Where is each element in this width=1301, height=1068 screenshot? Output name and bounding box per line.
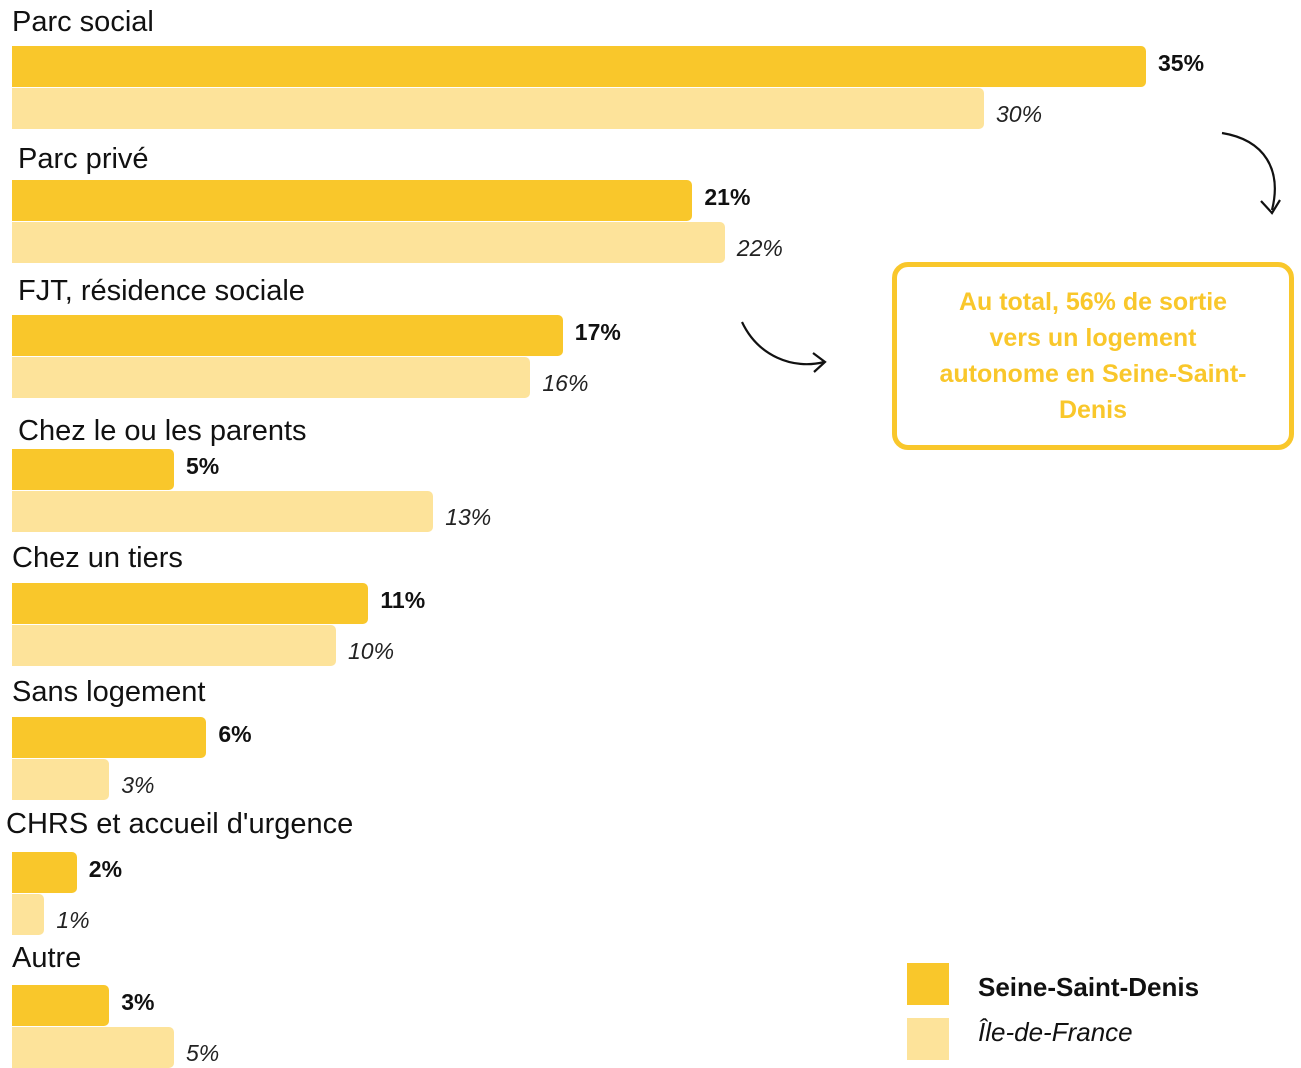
data-label: 21% xyxy=(704,184,751,210)
data-label: 35% xyxy=(1158,50,1205,76)
bar-ile-de-france xyxy=(12,759,110,800)
category-label: Autre xyxy=(12,942,82,974)
data-label: 10% xyxy=(348,638,395,664)
bar-ile-de-france xyxy=(12,894,45,935)
bar-seine-saint-denis xyxy=(12,985,110,1026)
bar-seine-saint-denis xyxy=(12,717,207,758)
category-label: Parc privé xyxy=(18,143,149,175)
summary-callout: Au total, 56% de sortie vers un logement… xyxy=(892,262,1294,450)
bar-ile-de-france xyxy=(12,491,434,532)
data-label: 2% xyxy=(88,856,123,882)
category-label: Chez le ou les parents xyxy=(18,415,307,447)
data-label: 6% xyxy=(218,721,252,747)
bar-seine-saint-denis xyxy=(12,46,1146,87)
bar-seine-saint-denis xyxy=(12,852,77,893)
data-label: 30% xyxy=(996,101,1043,127)
bar-seine-saint-denis xyxy=(12,583,369,624)
bar-ile-de-france xyxy=(12,1027,174,1068)
data-label: 1% xyxy=(56,907,90,933)
data-label: 5% xyxy=(186,453,220,479)
data-label: 3% xyxy=(121,772,155,798)
callout-text: Au total, 56% de sortie vers un logement… xyxy=(939,287,1247,425)
curved-arrow-icon xyxy=(741,321,827,373)
data-label: 5% xyxy=(186,1040,220,1066)
bar-seine-saint-denis xyxy=(12,180,693,221)
bar-ile-de-france xyxy=(12,625,336,666)
data-label: 17% xyxy=(574,319,621,345)
data-label: 22% xyxy=(736,235,783,261)
category-label: CHRS et accueil d'urgence xyxy=(6,808,354,840)
category-label: Sans logement xyxy=(12,676,206,708)
bar-ile-de-france xyxy=(12,357,531,398)
category-label: Parc social xyxy=(12,6,154,38)
category-label: FJT, résidence sociale xyxy=(18,275,305,307)
bar-seine-saint-denis xyxy=(12,449,174,490)
legend-swatch-ile-de-france xyxy=(907,1018,949,1060)
data-label: 3% xyxy=(121,989,155,1015)
category-label: Chez un tiers xyxy=(12,542,183,574)
bar-seine-saint-denis xyxy=(12,315,563,356)
bar-ile-de-france xyxy=(12,222,725,263)
data-label: 16% xyxy=(542,370,589,396)
legend-swatch-seine-saint-denis xyxy=(907,963,949,1005)
curved-arrow-icon xyxy=(1221,131,1281,215)
bar-ile-de-france xyxy=(12,88,984,129)
legend-label-ile-de-france: Île-de-France xyxy=(978,1017,1133,1047)
legend-label-seine-saint-denis: Seine-Saint-Denis xyxy=(978,972,1200,1002)
data-label: 11% xyxy=(380,587,426,613)
data-label: 13% xyxy=(445,504,492,530)
